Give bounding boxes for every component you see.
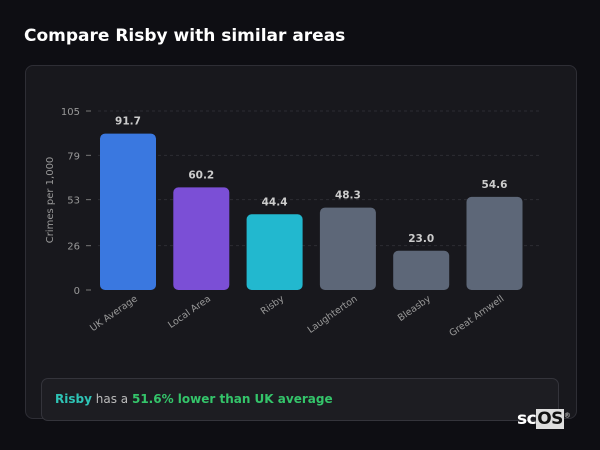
bar [466,196,523,290]
x-tick-label: UK Average [88,293,140,334]
data-label: 91.7 [115,116,141,128]
x-tick-label: Laughterton [306,293,360,335]
y-tick-label: 105 [61,107,80,118]
logo-os: OS [536,409,564,429]
data-label: 23.0 [408,233,434,245]
summary-highlight: 51.6% lower than UK average [131,392,333,406]
x-tick-label: Risby [259,293,287,317]
y-tick-label: 26 [67,242,80,253]
bar [173,187,230,290]
x-tick-label: Great Amwell [447,293,506,339]
y-tick-label: 79 [67,151,80,162]
place-name: Risby [55,392,92,406]
y-axis-label: Crimes per 1,000 [45,157,56,244]
data-label: 44.4 [262,196,288,208]
bar [319,207,376,290]
scos-logo: scOS® [517,409,571,429]
bar [246,214,303,290]
bar [100,133,156,290]
y-tick-label: 0 [74,286,80,297]
x-tick-label: Local Area [166,293,213,330]
comparison-summary: Risby has a 51.6% lower than UK average [41,378,559,421]
data-label: 54.6 [482,179,508,191]
y-tick-label: 53 [67,196,80,207]
data-label: 48.3 [335,190,361,202]
bar [393,250,450,290]
page-title: Compare Risby with similar areas [24,26,346,46]
logo-sc: sc [517,409,537,429]
x-tick-label: Bleasby [396,293,433,324]
summary-text: has a [95,392,129,406]
data-label: 60.2 [188,169,214,181]
